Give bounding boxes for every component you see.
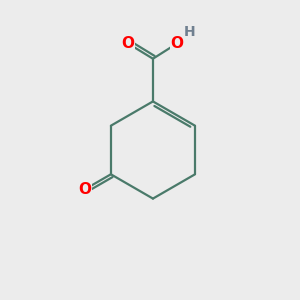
Text: O: O <box>122 36 134 51</box>
Text: O: O <box>171 36 184 51</box>
Text: H: H <box>184 25 195 39</box>
Text: O: O <box>78 182 91 197</box>
